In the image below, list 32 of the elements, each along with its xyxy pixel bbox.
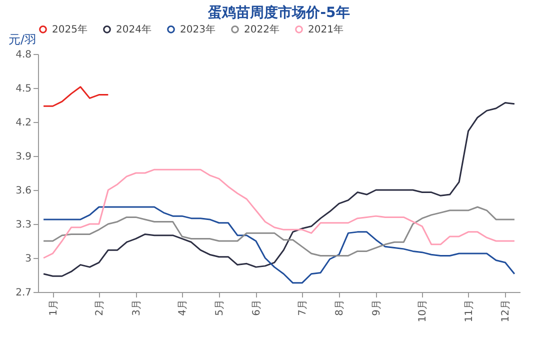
line-series <box>42 86 109 107</box>
y-tick-label: 3 <box>25 254 32 264</box>
legend-label: 2025年 <box>52 23 88 36</box>
x-tick-label: 10月 <box>418 300 429 322</box>
y-tick-label: 2.7 <box>16 288 32 298</box>
x-tick-label: 11月 <box>464 300 475 322</box>
x-tick-label: 4月 <box>178 300 189 316</box>
x-tick-label: 5月 <box>214 300 226 316</box>
legend-label: 2022年 <box>244 23 280 36</box>
x-tick-label: 1月 <box>48 300 60 316</box>
y-axis-title: 元/羽 <box>8 32 37 46</box>
x-tick-label: 2月 <box>94 300 106 316</box>
legend-label: 2021年 <box>308 23 344 36</box>
x-tick-label: 7月 <box>298 300 309 316</box>
y-tick-label: 4.8 <box>16 50 32 60</box>
x-tick-label: 9月 <box>371 300 382 316</box>
line-series <box>42 206 516 256</box>
y-tick-label: 4.2 <box>16 118 32 128</box>
y-tick-label: 4.5 <box>16 84 32 94</box>
legend-label: 2023年 <box>180 23 216 36</box>
chart-title: 蛋鸡苗周度市场价-5年 <box>207 4 350 21</box>
x-tick-label: 6月 <box>251 300 262 316</box>
y-tick-label: 3.9 <box>16 152 32 162</box>
x-tick-label: 3月 <box>131 300 142 316</box>
y-tick-label: 3.6 <box>16 186 32 196</box>
x-tick-label: 8月 <box>334 300 346 316</box>
y-tick-label: 3.3 <box>16 220 32 230</box>
line-series <box>42 102 516 277</box>
legend-label: 2024年 <box>116 23 152 36</box>
line-series <box>42 206 516 284</box>
line-series <box>42 168 516 259</box>
x-tick-label: 12月 <box>500 300 512 322</box>
